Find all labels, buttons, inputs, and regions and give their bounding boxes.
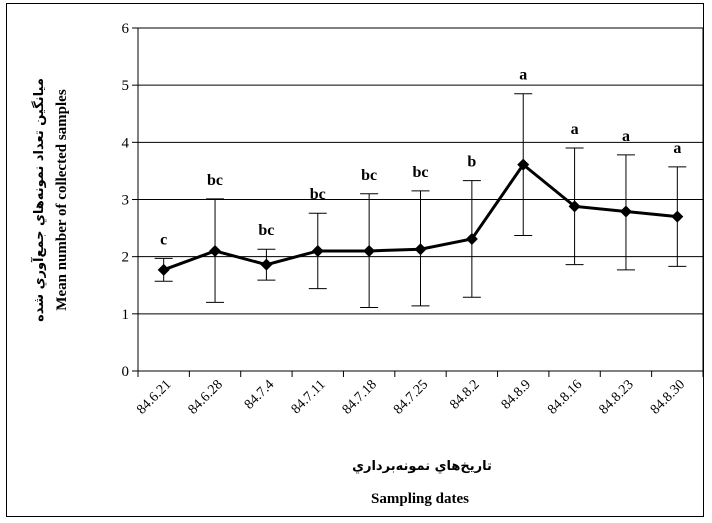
data-point: [619, 205, 632, 218]
data-point: [157, 263, 170, 276]
x-tick-label: 84.7.18: [340, 377, 380, 417]
x-axis-ticks: 84.6.21 84.6.28 84.7.4 84.7.11 84.7.18 84.7.2…: [134, 371, 704, 418]
x-axis-label: Sampling dates: [371, 491, 469, 507]
significance-label: bc: [361, 167, 377, 184]
x-tick-label: 84.6.28: [186, 377, 226, 417]
significance-label: a: [622, 128, 630, 145]
y-axis-ticks: 0 1 2 3 4 5 6: [122, 21, 138, 380]
data-point: [414, 243, 427, 256]
significance-label: c: [160, 231, 167, 248]
x-tick-label: 84.8.2: [447, 377, 482, 412]
significance-labels: c bc bc bc bc bc b a a a a: [160, 67, 681, 249]
data-point: [311, 244, 324, 257]
significance-label: a: [673, 140, 681, 157]
significance-label: bc: [258, 222, 274, 239]
x-tick-label: 84.7.25: [391, 377, 431, 417]
x-axis-label-persian: تاريخ‌هاي نمونه‌برداري: [352, 459, 492, 474]
x-tick-label: 84.8.30: [648, 377, 688, 417]
data-point: [465, 232, 478, 245]
data-point: [363, 244, 376, 257]
significance-label: a: [571, 121, 579, 138]
y-tick-label: 3: [122, 193, 130, 209]
data-point: [209, 244, 222, 257]
data-markers: [157, 158, 684, 276]
data-point: [517, 158, 530, 171]
data-point: [260, 258, 273, 271]
y-tick-label: 6: [122, 21, 130, 37]
chart-frame: [6, 3, 704, 517]
x-tick-label: 84.8.16: [545, 377, 585, 417]
x-tick-label: 84.6.21: [134, 377, 174, 417]
y-tick-label: 2: [122, 250, 130, 266]
y-tick-label: 0: [122, 364, 130, 380]
significance-label: b: [467, 154, 476, 171]
data-point: [568, 200, 581, 213]
y-tick-label: 4: [122, 135, 130, 151]
data-point: [671, 210, 684, 223]
significance-label: bc: [310, 186, 326, 203]
significance-label: bc: [413, 164, 429, 181]
significance-label: a: [519, 67, 527, 84]
x-tick-label: 84.8.23: [596, 377, 636, 417]
y-axis-label: Mean number of collected samples: [54, 89, 70, 311]
x-tick-label: 84.8.9: [499, 377, 534, 412]
x-tick-label: 84.7.11: [289, 377, 329, 417]
significance-label: bc: [207, 172, 223, 189]
x-tick-label: 84.7.4: [242, 377, 277, 412]
y-tick-label: 1: [122, 307, 130, 323]
y-tick-label: 5: [122, 78, 130, 94]
error-bars: [154, 93, 687, 309]
y-axis-label-persian: ميانگين تعداد نمونه‌هاي جمع‌آوري شده: [30, 78, 47, 322]
